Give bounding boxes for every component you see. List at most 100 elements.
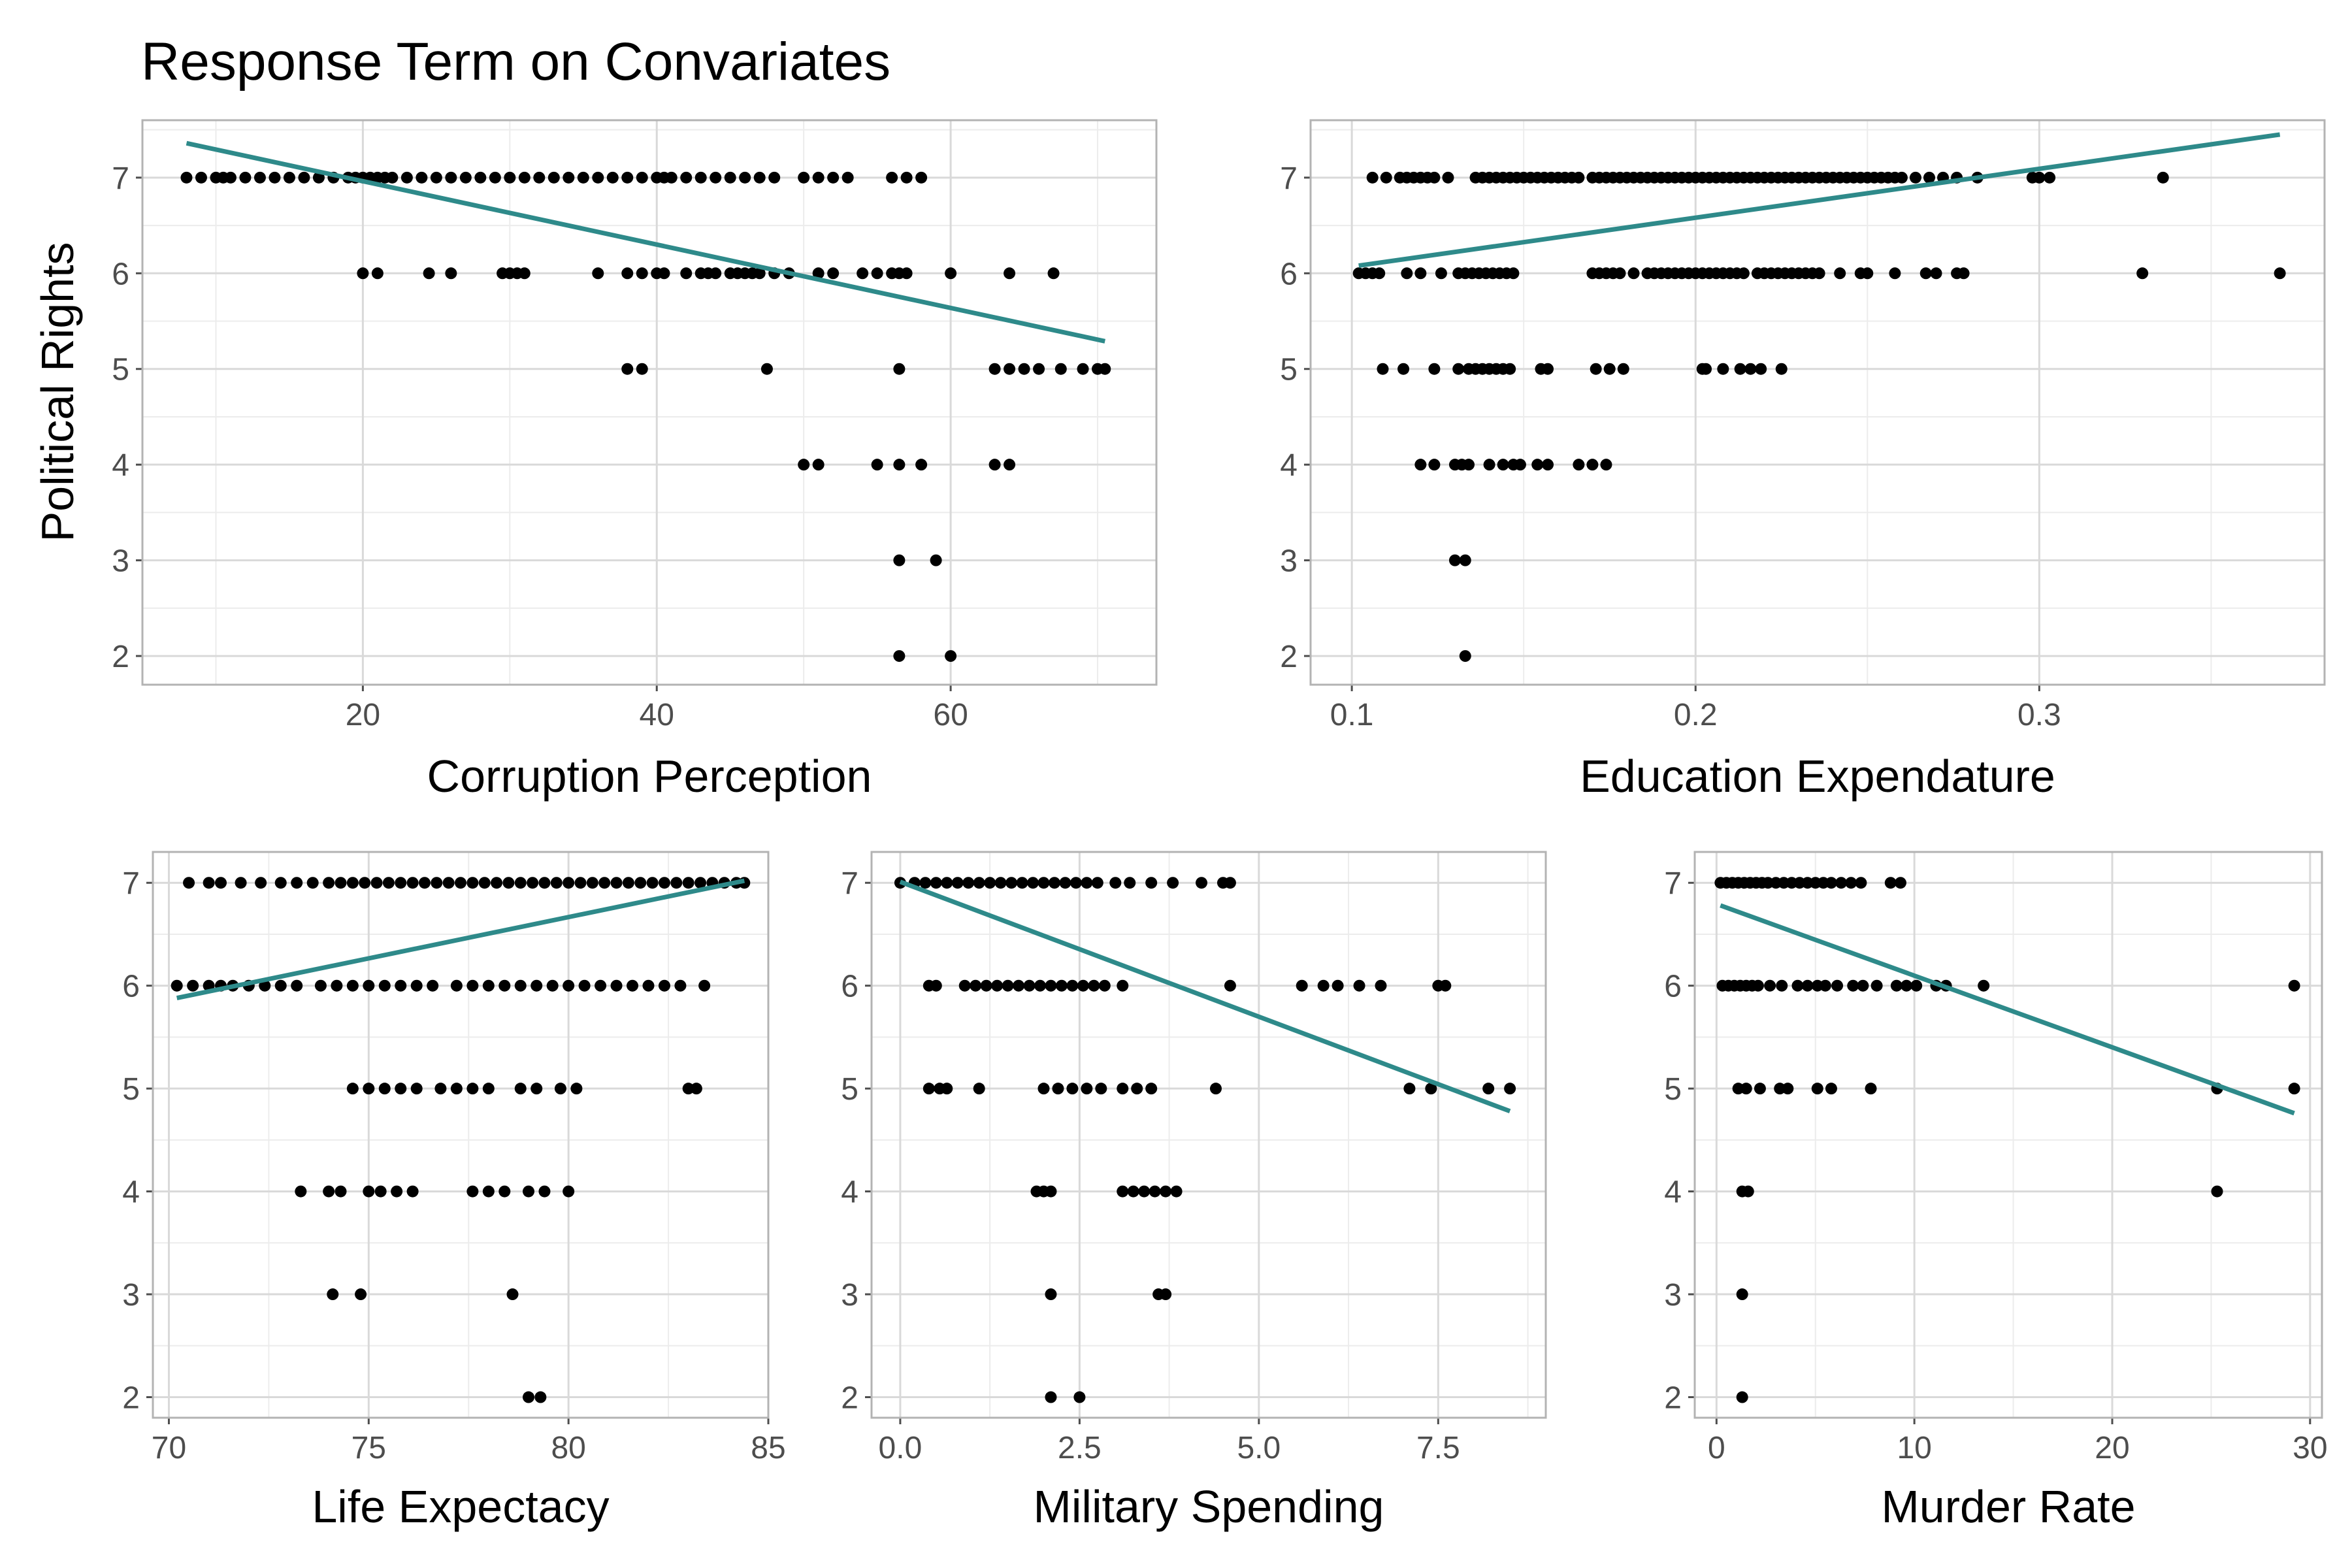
data-point (1401, 267, 1413, 280)
panel-border (1693, 851, 2323, 1419)
y-tick-label: 5 (1280, 353, 1298, 387)
panel-border (870, 851, 1547, 1419)
data-point (1791, 979, 1804, 992)
data-point (335, 877, 347, 889)
data-point (1366, 171, 1379, 184)
data-point (327, 1288, 339, 1301)
data-point (1448, 554, 1461, 566)
data-point (1066, 979, 1079, 992)
data-point (798, 171, 810, 184)
data-point (658, 877, 670, 889)
y-tick-label: 3 (1664, 1278, 1682, 1313)
data-point (1209, 1083, 1222, 1095)
data-point (406, 1185, 419, 1198)
data-point (941, 877, 953, 889)
data-point (1889, 267, 1901, 280)
data-point (621, 363, 634, 375)
data-point (1627, 267, 1640, 280)
data-point (1831, 979, 1844, 992)
data-point (646, 877, 659, 889)
data-point (1004, 363, 1016, 375)
data-point (827, 267, 840, 280)
data-point (694, 877, 707, 889)
data-point (1004, 267, 1016, 280)
data-point (636, 363, 648, 375)
y-tick-label: 3 (112, 544, 129, 579)
data-point (374, 1185, 387, 1198)
data-point (1463, 459, 1475, 471)
data-point (1047, 267, 1060, 280)
data-point (1138, 1185, 1151, 1198)
y-tick-label: 4 (1280, 448, 1298, 483)
data-point (274, 979, 287, 992)
panel-border (152, 851, 770, 1419)
data-point (1004, 459, 1016, 471)
data-point (1586, 459, 1599, 471)
x-tick-label: 10 (1897, 1431, 1931, 1465)
data-point (1736, 1391, 1748, 1403)
data-point (1507, 267, 1520, 280)
data-point (1861, 267, 1874, 280)
data-point (1890, 979, 1903, 992)
data-point (527, 877, 539, 889)
y-tick-label: 7 (841, 866, 858, 901)
data-point (991, 979, 1004, 992)
data-point (1909, 171, 1921, 184)
panel-border (141, 119, 1158, 686)
y-tick-label: 3 (1280, 544, 1298, 579)
data-point (442, 877, 455, 889)
y-tick-label: 3 (122, 1278, 140, 1313)
data-point (1782, 1083, 1794, 1095)
data-point (980, 979, 992, 992)
data-point (1428, 459, 1441, 471)
data-point (945, 267, 957, 280)
data-point (506, 1288, 519, 1301)
y-tick-label: 4 (1664, 1175, 1682, 1210)
data-point (1700, 363, 1712, 375)
data-point (2157, 171, 2169, 184)
data-point (331, 979, 343, 992)
x-axis-label: Education Expendature (1580, 751, 2055, 802)
panel-background (1695, 852, 2322, 1418)
data-point (1835, 877, 1848, 889)
data-point (1870, 979, 1883, 992)
data-point (1845, 877, 1857, 889)
data-point (450, 979, 463, 992)
y-tick-label: 6 (122, 970, 140, 1004)
data-point (1167, 877, 1179, 889)
data-point (298, 171, 310, 184)
data-point (563, 1185, 575, 1198)
data-point (622, 877, 634, 889)
data-point (871, 459, 883, 471)
data-point (690, 1083, 702, 1095)
data-point (431, 877, 443, 889)
fit-line (1720, 903, 2295, 1116)
x-tick-label: 0.2 (1674, 698, 1718, 732)
data-point (489, 171, 501, 184)
data-point (363, 1083, 375, 1095)
y-tick-label: 5 (1664, 1072, 1682, 1107)
panel-life-expectacy: 70 75 80 85 2 3 4 5 6 7 Life Expectacy (122, 851, 786, 1532)
data-point (1091, 877, 1103, 889)
data-point (1081, 877, 1093, 889)
data-point (1910, 979, 1923, 992)
data-point (1483, 459, 1495, 471)
data-point (474, 171, 487, 184)
y-tick-label: 7 (112, 161, 129, 196)
data-point (371, 267, 384, 280)
data-point (994, 877, 1007, 889)
data-point (1045, 1391, 1057, 1403)
data-point (592, 267, 604, 280)
data-point (1734, 363, 1746, 375)
data-point (1016, 877, 1028, 889)
data-point (1825, 877, 1837, 889)
x-tick-label: 30 (2293, 1431, 2327, 1465)
data-point (694, 171, 707, 184)
data-point (886, 171, 898, 184)
data-point (466, 877, 479, 889)
data-point (386, 171, 399, 184)
data-point (538, 877, 551, 889)
data-point (538, 1185, 551, 1198)
data-point (2044, 171, 2056, 184)
data-point (291, 877, 303, 889)
